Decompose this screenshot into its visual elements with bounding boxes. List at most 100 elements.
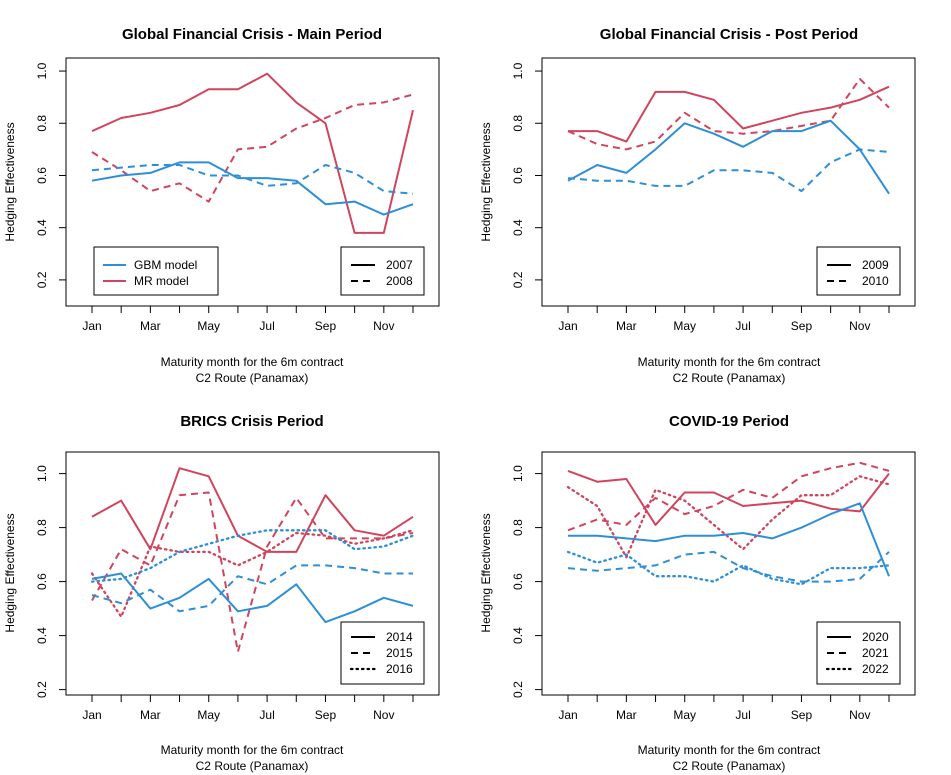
plot-frame xyxy=(541,451,916,696)
x-tick-label: Nov xyxy=(373,708,394,722)
series-gbm-2016 xyxy=(90,529,415,583)
x-tick-label: Jan xyxy=(82,319,101,333)
y-axis: Hedging Effectiveness 0.2 0.4 0.6 0.8 1.0 xyxy=(479,465,542,698)
series-mr-2014 xyxy=(91,467,414,553)
y-tick-label: 0.2 xyxy=(35,271,49,288)
series-mr-2010 xyxy=(567,77,890,151)
series-gbm-2009 xyxy=(567,119,890,195)
x-tick-label: Mar xyxy=(616,708,637,722)
x-tick-label: Sep xyxy=(315,319,337,333)
panel-title: Global Financial Crisis - Post Period xyxy=(600,26,858,43)
x-tick-label: May xyxy=(197,708,220,722)
x-ticks: Jan Mar May Jul Sep Nov xyxy=(558,695,890,722)
x-axis-label: Maturity month for the 6m contract xyxy=(161,743,344,757)
x-tick-label: Mar xyxy=(616,319,637,333)
x-ticks: Jan Mar May Jul Sep Nov xyxy=(558,306,890,333)
legend-box xyxy=(816,246,901,296)
x-tick-label: Nov xyxy=(849,708,870,722)
plot-frame xyxy=(65,451,440,696)
x-axis-sublabel: C2 Route (Panamax) xyxy=(673,371,786,385)
legend-year: 2009 xyxy=(862,258,889,272)
panel-gfc-post: Global Financial Crisis - Post Period He… xyxy=(479,26,916,385)
plot-frame xyxy=(541,57,916,307)
y-axis-label: Hedging Effectiveness xyxy=(3,513,17,632)
series-gbm-2008 xyxy=(91,164,414,195)
series-mr-2007 xyxy=(91,72,414,234)
y-tick-label: 0.6 xyxy=(35,167,49,184)
y-tick-label: 0.6 xyxy=(35,573,49,590)
x-ticks: Jan Mar May Jul Sep Nov xyxy=(82,306,414,333)
x-tick-label: May xyxy=(673,708,696,722)
series-gbm-2021 xyxy=(567,550,890,583)
x-tick-label: Jul xyxy=(735,319,750,333)
x-tick-label: Nov xyxy=(373,319,394,333)
series-gbm-2014 xyxy=(91,572,414,624)
series-mr-2021 xyxy=(567,461,890,532)
y-axis-label: Hedging Effectiveness xyxy=(479,513,493,632)
series-lines xyxy=(90,467,415,653)
legend-box xyxy=(93,246,219,296)
legend-label-mr: MR model xyxy=(134,274,189,288)
panel-title: BRICS Crisis Period xyxy=(180,413,323,430)
y-tick-label: 0.4 xyxy=(511,627,525,644)
y-tick-label: 1.0 xyxy=(35,62,49,79)
y-ticks: 0.2 0.4 0.6 0.8 1.0 xyxy=(35,465,66,698)
y-tick-label: 0.8 xyxy=(35,519,49,536)
legend-year: 2022 xyxy=(862,662,889,676)
series-lines xyxy=(567,77,890,195)
y-tick-label: 0.4 xyxy=(511,219,525,236)
year-legend: 2014 2015 2016 xyxy=(340,621,425,685)
x-axis-sublabel: C2 Route (Panamax) xyxy=(196,759,309,773)
legend-year: 2007 xyxy=(386,258,413,272)
y-ticks: 0.2 0.4 0.6 0.8 1.0 xyxy=(511,465,542,698)
x-axis-label: Maturity month for the 6m contract xyxy=(161,355,344,369)
x-ticks: Jan Mar May Jul Sep Nov xyxy=(82,695,414,722)
x-tick-label: Sep xyxy=(791,319,813,333)
x-axis-sublabel: C2 Route (Panamax) xyxy=(673,759,786,773)
x-axis-label: Maturity month for the 6m contract xyxy=(638,355,821,369)
legend-year: 2020 xyxy=(862,630,889,644)
series-lines xyxy=(566,461,891,586)
x-axis-label: Maturity month for the 6m contract xyxy=(638,743,821,757)
x-tick-label: Nov xyxy=(849,319,870,333)
y-ticks: 0.2 0.4 0.6 0.8 1.0 xyxy=(35,62,66,288)
y-tick-label: 0.8 xyxy=(511,115,525,132)
legend-year: 2014 xyxy=(386,630,413,644)
x-tick-label: Mar xyxy=(140,319,161,333)
series-lines xyxy=(91,72,414,234)
legend-year: 2015 xyxy=(386,646,413,660)
x-tick-label: Jan xyxy=(558,708,577,722)
model-legend: GBM model MR model xyxy=(93,246,219,296)
year-legend: 2007 2008 xyxy=(340,246,425,296)
y-ticks: 0.2 0.4 0.6 0.8 1.0 xyxy=(511,62,542,288)
legend-year: 2008 xyxy=(386,274,413,288)
panel-brics: BRICS Crisis Period Hedging Effectivenes… xyxy=(3,413,440,773)
y-tick-label: 0.4 xyxy=(35,219,49,236)
x-tick-label: Jul xyxy=(259,708,274,722)
legend-year: 2021 xyxy=(862,646,889,660)
x-tick-label: Sep xyxy=(791,708,813,722)
y-axis-label: Hedging Effectiveness xyxy=(3,122,17,241)
x-tick-label: May xyxy=(197,319,220,333)
panel-title: COVID-19 Period xyxy=(669,413,789,430)
y-tick-label: 0.8 xyxy=(35,115,49,132)
y-tick-label: 1.0 xyxy=(511,465,525,482)
panel-title: Global Financial Crisis - Main Period xyxy=(122,26,382,43)
y-tick-label: 0.6 xyxy=(511,573,525,590)
series-mr-2015 xyxy=(91,491,414,653)
x-tick-label: Jul xyxy=(735,708,750,722)
x-tick-label: Sep xyxy=(315,708,337,722)
x-axis: Jan Mar May Jul Sep Nov Maturity month for th… xyxy=(558,306,890,385)
year-legend: 2009 2010 xyxy=(816,246,901,296)
series-mr-2016 xyxy=(90,529,415,618)
x-axis: Jan Mar May Jul Sep Nov Maturity month for th… xyxy=(82,695,414,773)
series-gbm-2015 xyxy=(91,564,413,613)
y-tick-label: 0.2 xyxy=(511,681,525,698)
series-mr-2009 xyxy=(568,85,890,143)
y-tick-label: 0.2 xyxy=(511,271,525,288)
legend-label-gbm: GBM model xyxy=(134,258,197,272)
legend-year: 2016 xyxy=(386,662,413,676)
series-gbm-2022 xyxy=(566,550,891,586)
y-tick-label: 0.6 xyxy=(511,167,525,184)
